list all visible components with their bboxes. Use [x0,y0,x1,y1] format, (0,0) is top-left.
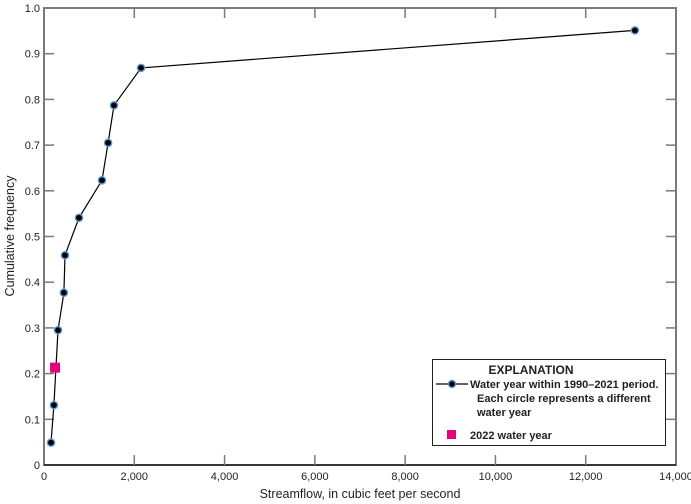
legend-title: EXPLANATION [488,363,573,377]
data-point-circle-icon [60,289,67,296]
x-tick-label: 4,000 [211,471,239,483]
y-tick-label: 0 [34,460,40,472]
data-point-circle-icon [105,139,112,146]
y-tick-label: 0.6 [25,186,40,198]
x-tick-label: 10,000 [479,471,513,483]
data-point-circle-icon [632,27,638,34]
data-point-circle-icon [48,439,54,446]
y-tick-label: 0.3 [25,323,40,335]
data-point-circle-icon [138,64,144,71]
data-series [46,26,640,447]
y-axis-ticks: 0 0.1 0.2 0.3 0.4 0.5 0.6 0.7 0.8 0.9 1.0 [25,3,676,472]
x-axis-ticks: 0 2,000 4,000 6,000 8,000 10,000 12,000 14,000 [41,8,691,483]
x-tick-label: 2,000 [121,471,149,483]
y-tick-label: 0.2 [25,369,40,381]
x-tick-label: 0 [41,471,47,483]
x-axis-title: Streamflow, in cubic feet per second [260,487,461,501]
legend-entry-1-line-1: Water year within 1990–2021 period. [470,379,659,391]
y-tick-label: 0.1 [25,414,40,426]
data-point-circle-icon [62,252,68,259]
legend-entry-2: 2022 water year [470,430,553,442]
legend-entry-1-line-2: Each circle represents a different [477,393,651,405]
y-tick-label: 0.8 [25,94,40,106]
y-tick-label: 0.7 [25,140,40,152]
data-point-circle-icon [111,102,117,109]
legend-circle-marker-core-icon [449,381,455,387]
data-point-square-icon [50,362,61,373]
x-tick-label: 6,000 [301,471,329,483]
legend-box [432,359,666,446]
y-axis-title: Cumulative frequency [3,175,17,297]
legend: EXPLANATION Water year within 1990–2021 … [432,359,666,446]
x-tick-label: 8,000 [391,471,419,483]
y-tick-label: 1.0 [25,3,40,15]
y-tick-label: 0.5 [25,232,40,244]
legend-square-marker-icon [447,430,456,439]
data-point-circle-icon [51,402,57,409]
data-point-circle-icon [99,177,105,184]
y-tick-label: 0.9 [25,49,40,61]
data-point-circle-icon [76,214,82,221]
data-point-circle-icon [55,327,61,334]
x-tick-label: 12,000 [569,471,603,483]
y-tick-label: 0.4 [25,277,40,289]
legend-entry-1-line-3: water year [476,407,532,419]
x-tick-label: 14,000 [659,471,691,483]
